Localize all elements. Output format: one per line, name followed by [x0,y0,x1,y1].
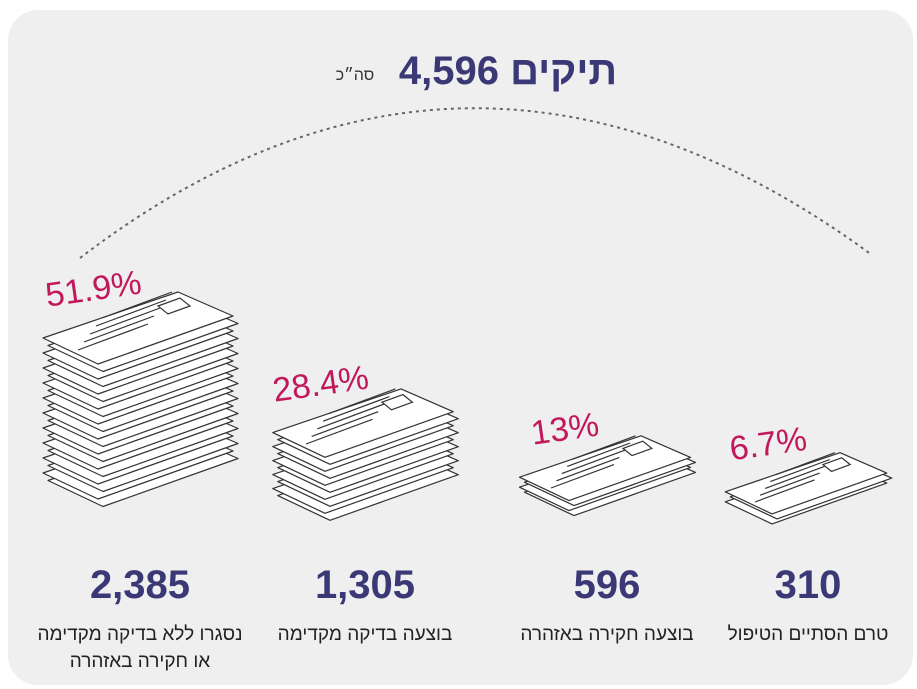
count-label: 310 [775,563,842,607]
count-label: 1,305 [315,563,415,607]
category-label: בוצעה בדיקה מקדימה [278,624,453,645]
category-label: בוצעה חקירה באזהרה [520,624,693,645]
infographic: 4,596 תיקים סה״כ 51.9%2,385נסגרו ללא בדי… [0,0,917,689]
category-label: נסגרו ללא בדיקה מקדימה [37,624,242,645]
total-label: סה״כ [336,67,375,84]
count-label: 596 [574,563,641,607]
count-label: 2,385 [90,563,190,607]
category-label: טרם הסתיים הטיפול [728,624,889,645]
category-label: או חקירה באזהרה [70,651,210,672]
total-value: 4,596 תיקים [399,49,617,93]
